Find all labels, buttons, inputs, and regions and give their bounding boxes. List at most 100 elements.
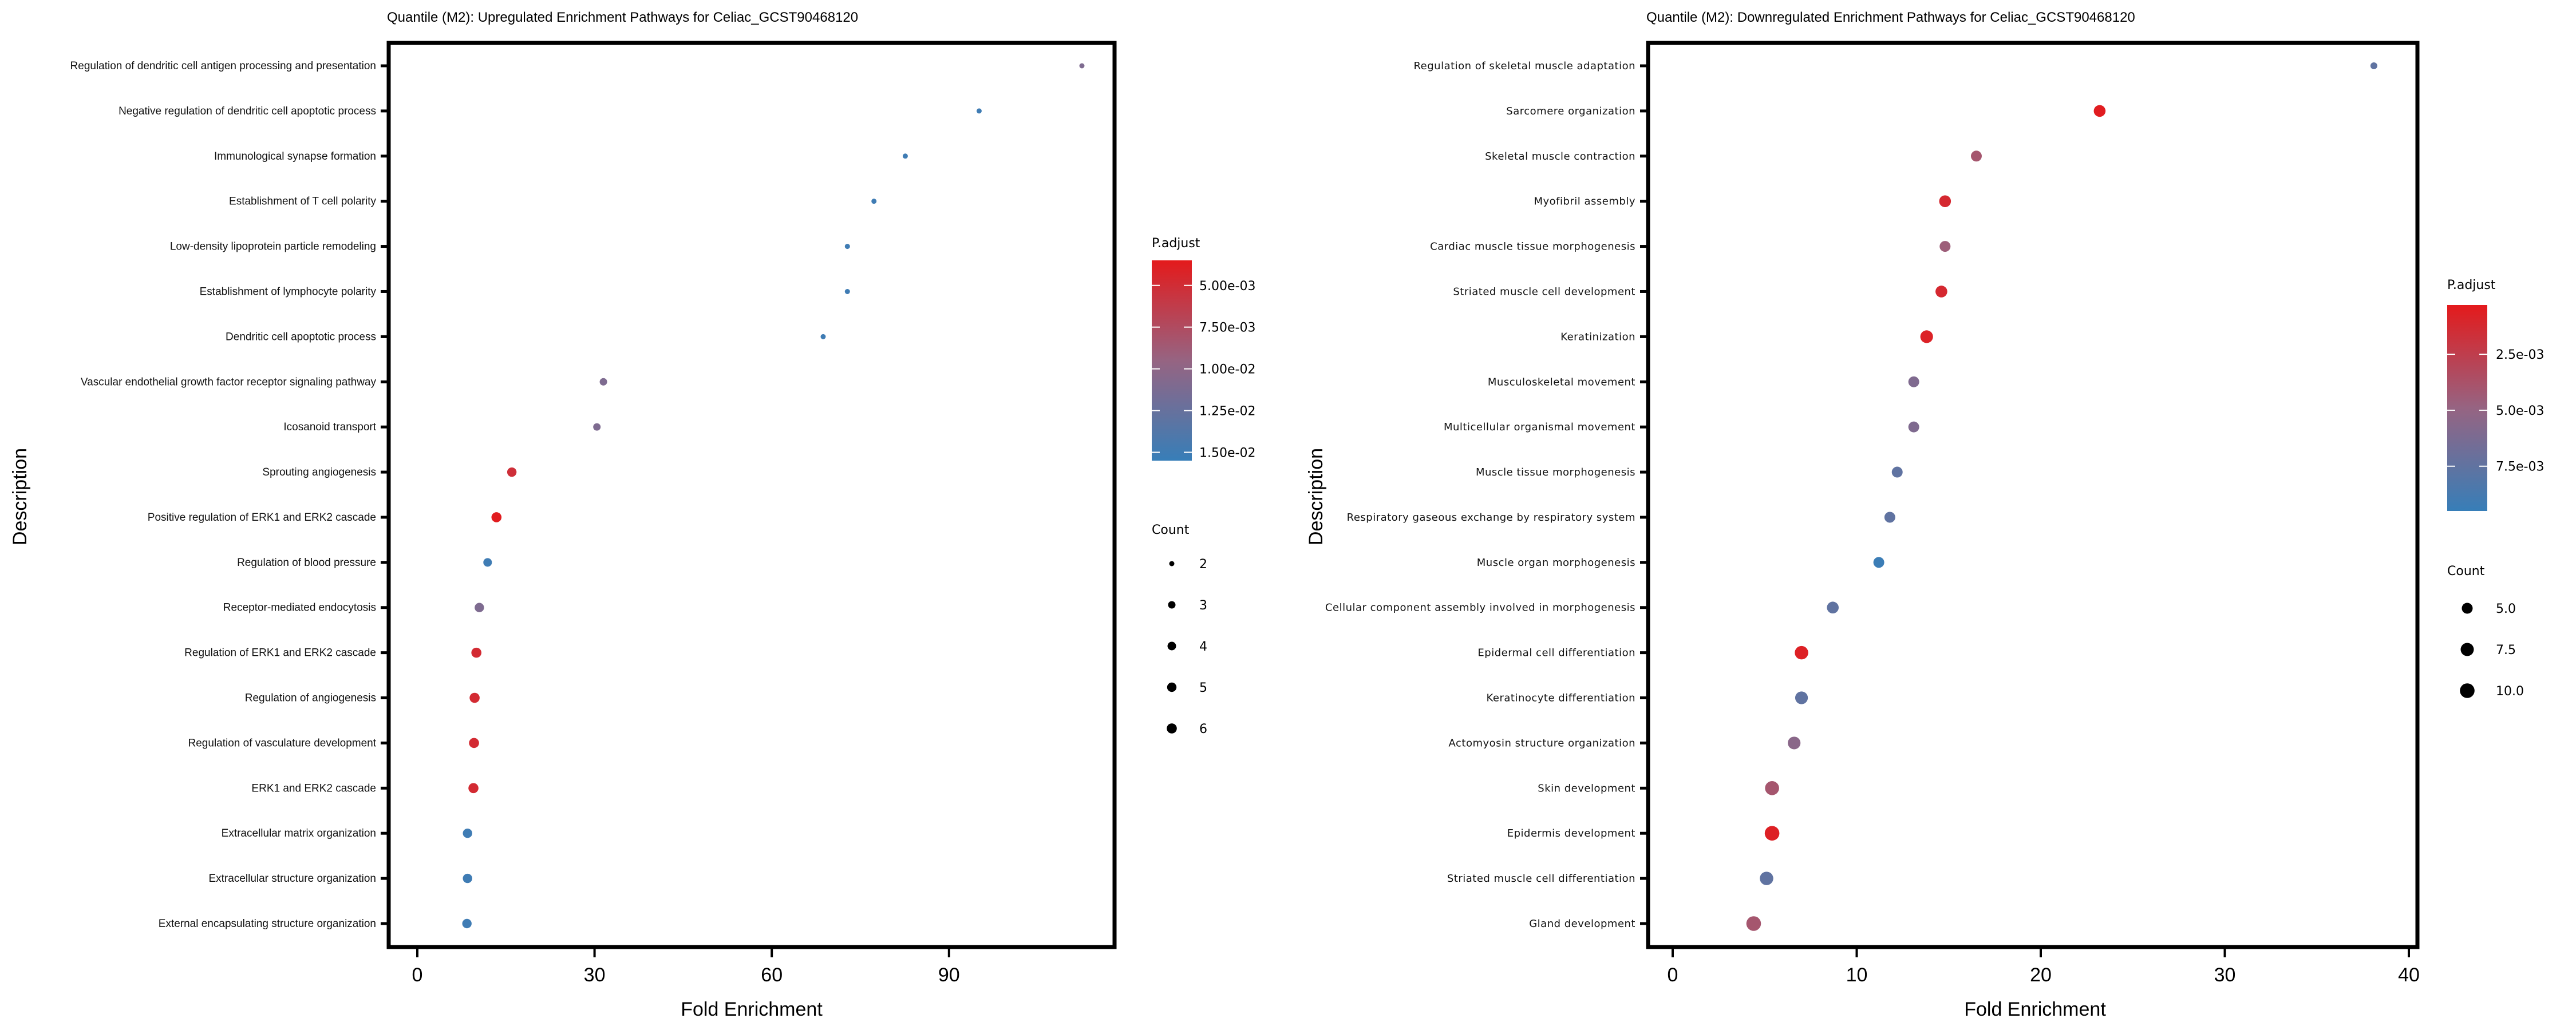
count-legend-label: 10.0 [2496,684,2524,699]
x-tick-label: 0 [1668,964,1678,986]
padjust-colorbar [2447,305,2487,511]
y-tick-label: Epidermal cell differentiation [1477,647,1635,659]
x-tick-label: 30 [584,964,606,986]
y-tick-labels: Regulation of dendritic cell antigen pro… [70,60,387,930]
x-tick-label: 0 [412,964,423,986]
data-point: Musculoskeletal movement [1908,376,1919,387]
x-tick-label: 30 [2214,964,2236,986]
count-legend-label: 5 [1199,681,1207,695]
count-legend-title: Count [2447,564,2485,579]
y-axis-title: Description [1305,448,1327,545]
data-point: Sprouting angiogenesis [507,467,517,477]
y-tick-label: Regulation of skeletal muscle adaptation [1413,60,1635,72]
y-tick-label: Respiratory gaseous exchange by respirat… [1347,512,1635,524]
y-tick-label: Skin development [1538,782,1635,794]
x-axis-title: Fold Enrichment [1964,999,2106,1020]
colorbar-tick-label: 1.50e-02 [1199,446,1255,460]
data-point: Regulation of dendritic cell antigen pro… [1079,63,1085,69]
data-point: Cardiac muscle tissue morphogenesis [1939,241,1951,252]
y-tick-label: Positive regulation of ERK1 and ERK2 cas… [148,512,376,524]
y-tick-label: Sarcomere organization [1506,105,1635,117]
panel-title: Quantile (M2): Upregulated Enrichment Pa… [387,10,858,25]
x-axis-title: Fold Enrichment [681,999,823,1020]
y-tick-label: Regulation of angiogenesis [245,692,376,704]
y-tick-label: Immunological synapse formation [214,150,376,163]
y-tick-label: Multicellular organismal movement [1444,421,1635,433]
count-legend-dot [1167,641,1176,651]
count-legend-label: 5.0 [2496,602,2516,616]
y-tick-label: Regulation of ERK1 and ERK2 cascade [184,647,376,659]
data-point: Extracellular structure organization [463,873,472,884]
padjust-legend: P.adjust 5.00e-03 7.50e-03 1.00e-02 1.25e-0… [1152,236,1255,461]
data-point: Epidermal cell differentiation [1795,645,1808,660]
x-ticks: 0 10 20 30 40 [1668,949,2420,986]
data-point: Multicellular organismal movement [1908,421,1919,433]
plot-frame [1646,41,2420,949]
data-point: Regulation of skeletal muscle adaptation [2370,62,2377,70]
y-axis-title: Description [9,448,31,545]
count-legend-dot [2460,683,2475,698]
y-tick-label: Extracellular matrix organization [222,827,376,839]
data-point: Regulation of angiogenesis [469,692,480,703]
count-legend-dot [2462,603,2473,614]
x-tick-label: 10 [1846,964,1868,986]
data-point: External encapsulating structure organiz… [462,918,472,929]
count-legend-label: 6 [1199,722,1207,736]
colorbar-tick-label: 1.00e-02 [1199,363,1255,377]
data-point: ERK1 and ERK2 cascade [468,783,479,794]
count-legend-label: 3 [1199,599,1207,613]
y-tick-label: Low-density lipoprotein particle remodel… [170,241,376,253]
y-tick-label: Establishment of lymphocyte polarity [200,286,377,298]
count-legend-dot [2460,643,2474,656]
data-point: Sarcomere organization [2093,105,2106,117]
colorbar-tick-label: 5.00e-03 [1199,279,1255,294]
count-legend-dot [1167,723,1177,734]
data-point: Skin development [1765,781,1779,795]
y-tick-label: External encapsulating structure organiz… [159,918,376,930]
y-tick-label: Icosanoid transport [283,421,376,433]
count-legend-dot [1169,561,1175,566]
y-tick-label: Vascular endothelial growth factor recep… [81,376,377,388]
data-point: Extracellular matrix organization [463,829,472,838]
data-point: Skeletal muscle contraction [1970,150,1982,162]
x-tick-label: 20 [2030,964,2052,986]
y-tick-label: Keratinization [1560,331,1635,343]
data-point: Negative regulation of dendritic cell ap… [976,108,982,114]
y-tick-label: Epidermis development [1507,827,1635,839]
count-legend: Count 5.0 7.5 10.0 [2447,564,2524,699]
y-tick-label: Sprouting angiogenesis [262,466,376,478]
data-point: Respiratory gaseous exchange by respirat… [1884,512,1895,523]
data-point: Icosanoid transport [593,423,601,431]
data-point: Establishment of T cell polarity [871,199,877,204]
padjust-legend-title: P.adjust [1152,236,1200,251]
y-tick-label: Cellular component assembly involved in … [1325,602,1635,614]
y-tick-label: Extracellular structure organization [208,873,376,885]
data-point: Actomyosin structure organization [1788,736,1801,750]
y-tick-label: Receptor-mediated endocytosis [223,602,376,614]
y-tick-label: Musculoskeletal movement [1488,376,1635,388]
y-tick-label: Regulation of dendritic cell antigen pro… [70,60,376,72]
count-legend-dot [1167,682,1177,692]
y-tick-label: Dendritic cell apoptotic process [226,331,376,343]
data-point: Regulation of ERK1 and ERK2 cascade [471,647,481,658]
data-point: Gland development [1746,916,1761,931]
y-tick-label: Regulation of vasculature development [188,737,377,749]
count-legend-label: 4 [1199,640,1207,654]
data-point: Establishment of lymphocyte polarity [844,288,850,294]
y-tick-label: Actomyosin structure organization [1449,737,1636,749]
data-point: Keratinization [1920,330,1933,343]
data-point: Positive regulation of ERK1 and ERK2 cas… [491,512,502,522]
colorbar-tick-label: 2.5e-03 [2496,348,2544,362]
padjust-legend-title: P.adjust [2447,278,2496,292]
y-tick-label: Striated muscle cell development [1453,286,1635,298]
y-tick-label: Negative regulation of dendritic cell ap… [118,105,376,117]
data-point: Immunological synapse formation [902,153,908,159]
y-tick-label: Striated muscle cell differentiation [1447,873,1635,885]
y-tick-label: ERK1 and ERK2 cascade [251,782,376,794]
y-tick-label: Muscle organ morphogenesis [1477,557,1635,569]
x-ticks: 0 30 60 90 [412,949,960,986]
x-tick-label: 60 [761,964,783,986]
count-legend-label: 7.5 [2496,643,2516,657]
